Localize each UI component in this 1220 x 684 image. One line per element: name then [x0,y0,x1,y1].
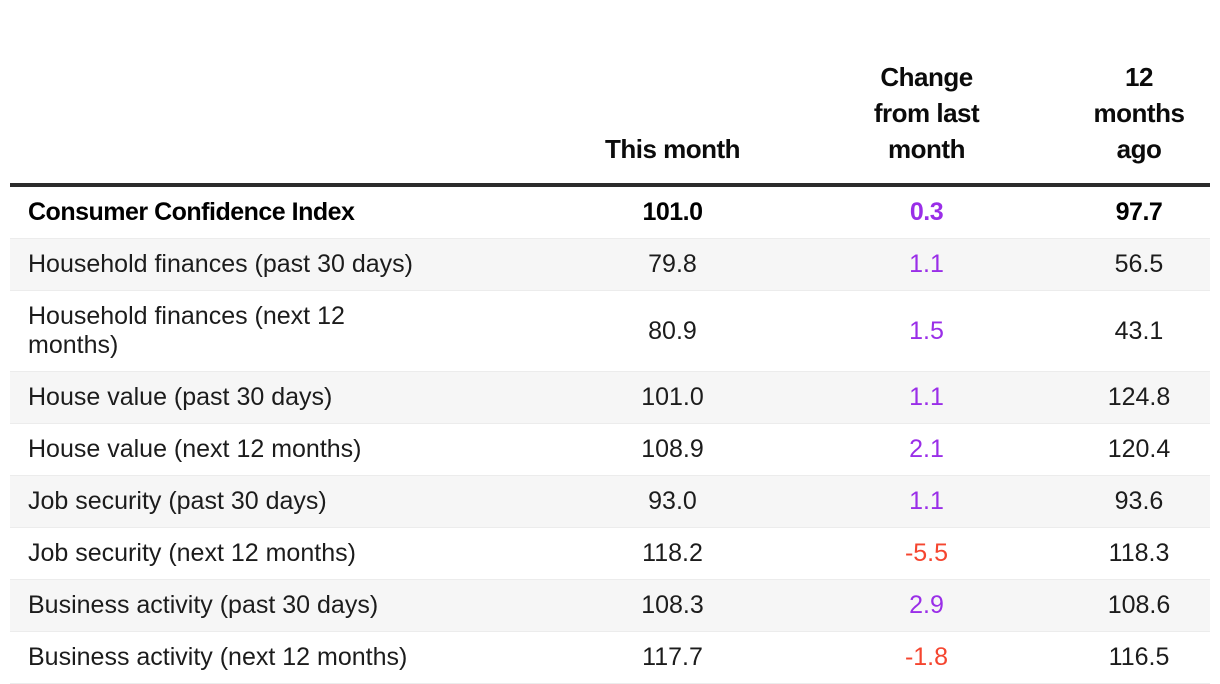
column-header-12-months-ago: 12 months ago [1068,0,1210,187]
consumer-confidence-table: This month Change from last month 12 mon… [10,0,1210,684]
value-change: 1.5 [785,290,1068,372]
table-row: House value (past 30 days) 101.0 1.1 124… [10,371,1210,424]
row-label: Household finances (next 12 months) [10,290,560,372]
value-change: 1.1 [785,475,1068,528]
value-year-ago: 124.8 [1068,371,1210,424]
value-change: -1.8 [785,631,1068,684]
value-year-ago: 108.6 [1068,579,1210,632]
value-year-ago: 97.7 [1068,185,1210,239]
value-year-ago: 116.5 [1068,631,1210,684]
table-row: Job security (next 12 months) 118.2 -5.5… [10,527,1210,580]
value-year-ago: 56.5 [1068,238,1210,291]
table-row: Household finances (past 30 days) 79.8 1… [10,238,1210,291]
table-row: House value (next 12 months) 108.9 2.1 1… [10,423,1210,476]
value-this-month: 79.8 [560,238,785,291]
value-change: 2.9 [785,579,1068,632]
value-change: -5.5 [785,527,1068,580]
row-label: Job security (next 12 months) [10,527,560,580]
column-header-change-from-last-month: Change from last month [785,0,1068,187]
value-year-ago: 120.4 [1068,423,1210,476]
table-row: Business activity (next 12 months) 117.7… [10,631,1210,684]
value-this-month: 80.9 [560,290,785,372]
row-label: Business activity (next 12 months) [10,631,560,684]
column-header-blank [10,0,560,187]
row-label: Household finances (past 30 days) [10,238,560,291]
table-row: Consumer Confidence Index 101.0 0.3 97.7 [10,185,1210,239]
column-header-label: This month [604,134,741,164]
value-this-month: 101.0 [560,185,785,239]
value-change: 1.1 [785,238,1068,291]
value-this-month: 118.2 [560,527,785,580]
row-label: Job security (past 30 days) [10,475,560,528]
value-this-month: 108.9 [560,423,785,476]
table-row: Business activity (past 30 days) 108.3 2… [10,579,1210,632]
column-header-label: 12 months ago [1093,62,1185,164]
row-label: House value (past 30 days) [10,371,560,424]
value-this-month: 108.3 [560,579,785,632]
table-row: Job security (past 30 days) 93.0 1.1 93.… [10,475,1210,528]
row-label: Business activity (past 30 days) [10,579,560,632]
value-this-month: 101.0 [560,371,785,424]
row-label: Consumer Confidence Index [10,185,560,239]
value-change: 0.3 [785,185,1068,239]
table-row: Household finances (next 12 months) 80.9… [10,290,1210,372]
value-this-month: 93.0 [560,475,785,528]
row-label: House value (next 12 months) [10,423,560,476]
value-year-ago: 43.1 [1068,290,1210,372]
value-this-month: 117.7 [560,631,785,684]
value-change: 2.1 [785,423,1068,476]
column-header-label: Change from last month [873,62,980,164]
column-header-this-month: This month [560,0,785,187]
value-year-ago: 93.6 [1068,475,1210,528]
value-change: 1.1 [785,371,1068,424]
header-row: This month Change from last month 12 mon… [10,0,1210,187]
value-year-ago: 118.3 [1068,527,1210,580]
